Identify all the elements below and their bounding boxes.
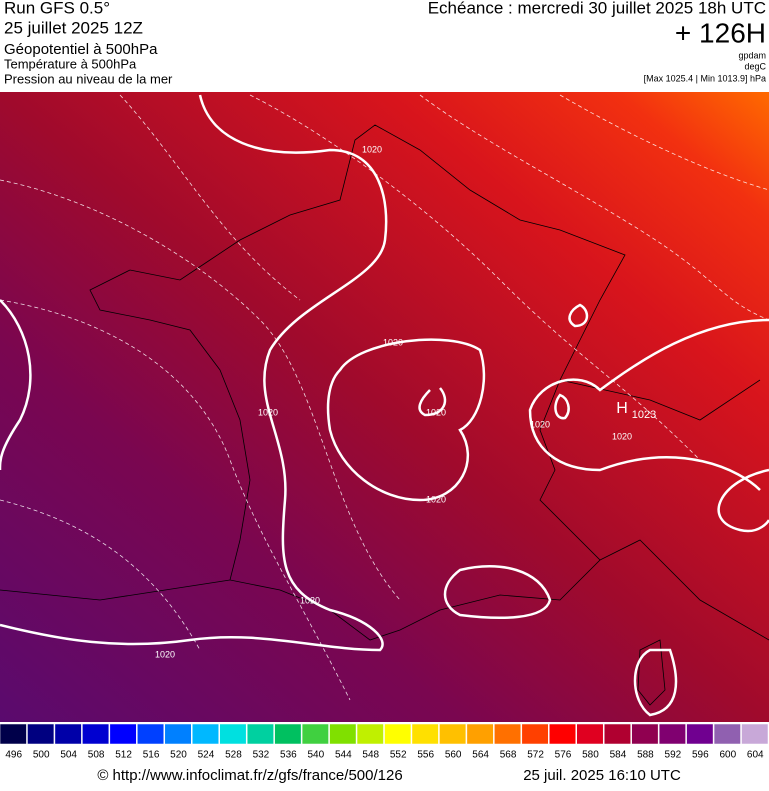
temperature-lines: [0, 94, 769, 701]
isobar-label: 1020: [426, 494, 446, 504]
colorbar-label: 536: [280, 750, 297, 761]
isobar-label: 1020: [383, 337, 403, 347]
colorbar-label: 600: [719, 750, 736, 761]
unit: gpdam: [738, 50, 766, 60]
color-swatch: [82, 723, 110, 745]
colorbar-label: 564: [472, 750, 489, 761]
colorbar-label: 532: [253, 750, 270, 761]
colorbar-label: 596: [692, 750, 709, 761]
color-swatch: [27, 723, 55, 745]
color-swatch: [274, 723, 302, 745]
color-swatch: [521, 723, 549, 745]
color-swatch: [384, 723, 412, 745]
color-swatch: [603, 723, 631, 745]
field3: Pression au niveau de la mer: [4, 71, 173, 86]
color-swatch: [631, 723, 659, 745]
color-swatch: [329, 723, 357, 745]
high-value: 1023: [632, 409, 656, 421]
run-date: 25 juillet 2025 12Z: [4, 18, 143, 37]
isobar-label: 1020: [426, 407, 446, 417]
field: Géopotentiel à 500hPa: [4, 41, 158, 58]
color-swatch: [109, 723, 137, 745]
colorbar-label: 496: [5, 750, 22, 761]
colorbar-label: 528: [225, 750, 242, 761]
isobar-label: 1020: [612, 431, 632, 441]
color-swatch: [576, 723, 604, 745]
color-swatch: [356, 723, 384, 745]
colorbar-label: 548: [362, 750, 379, 761]
colorbar-label: 560: [445, 750, 462, 761]
extremes: [Max 1025.4 | Min 1013.9] hPa: [644, 73, 766, 83]
color-swatch: [439, 723, 467, 745]
color-swatch: [246, 723, 274, 745]
map-field: [0, 92, 769, 722]
run: Run GFS 0.5°: [4, 0, 110, 17]
color-swatch: [192, 723, 219, 745]
colorbar-label: 516: [143, 750, 160, 761]
colorbar-label: 604: [747, 750, 764, 761]
colorbar-label: 520: [170, 750, 187, 761]
colorbar: 496 500 504 508 512 516 520 524 528 532 536 540 544 5…: [0, 723, 769, 761]
borders: [0, 124, 769, 706]
colorbar-label: 504: [60, 750, 77, 761]
colorbar-label: 552: [390, 750, 407, 761]
color-swatch: [741, 723, 769, 745]
colorbar-label: 572: [527, 750, 544, 761]
colorbar-label: 592: [665, 750, 682, 761]
isobar-label: 1020: [300, 595, 320, 605]
footer-url: © http://www.infoclimat.fr/z/gfs/france/…: [97, 767, 402, 784]
color-swatch: [301, 723, 329, 745]
colorbar-label: 540: [307, 750, 324, 761]
valid-time: Echéance : mercredi 30 juillet 2025 18h …: [428, 0, 766, 17]
color-swatch: [219, 723, 247, 745]
map: H 1023 1020 1020 1020 1020 1020 1020 1020 1020 1…: [0, 92, 769, 722]
isobar-label: 1020: [362, 144, 382, 154]
color-swatch: [411, 723, 439, 745]
colorbar-label: 576: [555, 750, 572, 761]
color-swatch: [658, 723, 686, 745]
color-swatch: [54, 723, 82, 745]
field2: Température à 500hPa: [4, 56, 137, 71]
isobar-label: 1020: [155, 649, 175, 659]
unit: degC: [744, 61, 766, 71]
colorbar-label: 588: [637, 750, 654, 761]
colorbar-label: 556: [417, 750, 434, 761]
colorbar-label: 512: [115, 750, 132, 761]
color-swatch: [713, 723, 741, 745]
colorbar-label: 568: [500, 750, 517, 761]
colorbar-label: 524: [198, 750, 215, 761]
color-swatch: [137, 723, 165, 745]
color-swatch: [164, 723, 192, 745]
color-swatch: [686, 723, 714, 745]
colorbar-label: 544: [335, 750, 352, 761]
colorbar-label: 580: [582, 750, 599, 761]
color-swatch: [0, 723, 27, 745]
lead-time: + 126H: [675, 17, 766, 48]
isobar-label: 1020: [258, 407, 278, 417]
colorbar-label: 508: [88, 750, 105, 761]
colorbar-label: 584: [610, 750, 627, 761]
color-swatch: [494, 723, 522, 745]
isobar-label: 1020: [530, 419, 550, 429]
color-swatch: [466, 723, 494, 745]
color-swatch: [549, 723, 576, 745]
footer-timestamp: 25 juil. 2025 16:10 UTC: [523, 767, 681, 784]
high-symbol: H: [616, 400, 628, 417]
isobars: [0, 94, 769, 717]
colorbar-label: 500: [33, 750, 50, 761]
